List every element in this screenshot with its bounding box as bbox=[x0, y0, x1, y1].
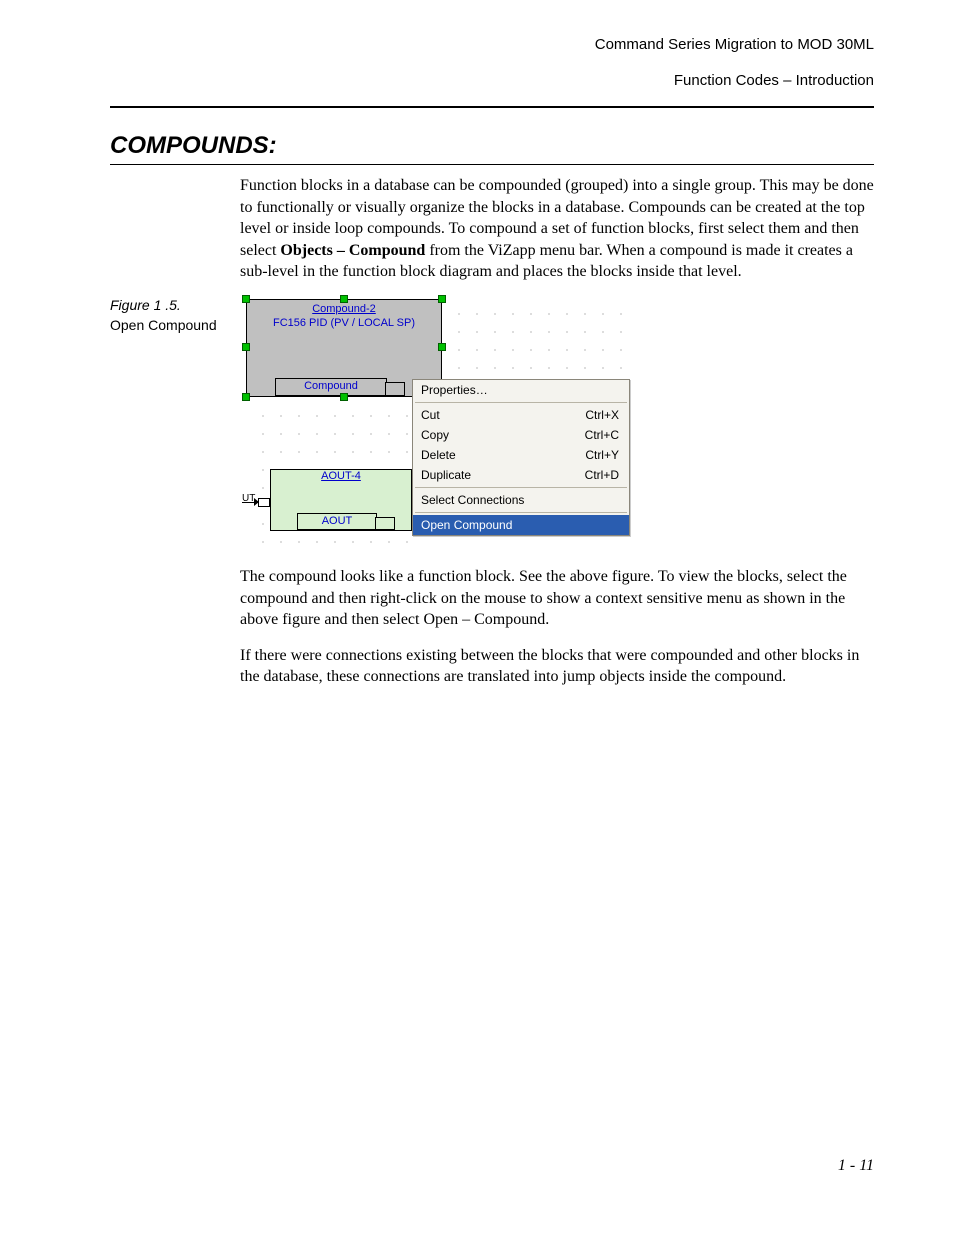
selection-handle[interactable] bbox=[242, 393, 250, 401]
paragraph-3: If there were connections existing betwe… bbox=[240, 645, 874, 688]
context-menu-item-shortcut: Ctrl+Y bbox=[585, 448, 619, 462]
context-menu-item[interactable]: Select Connections bbox=[413, 490, 629, 510]
compound-footer-tab bbox=[385, 382, 405, 396]
context-menu-item-shortcut: Ctrl+C bbox=[585, 428, 619, 442]
canvas-dots bbox=[450, 305, 630, 377]
aout-footer: AOUT bbox=[297, 513, 377, 530]
header-line2: Function Codes – Introduction bbox=[110, 66, 874, 96]
context-menu-item[interactable]: Cut Ctrl+X bbox=[413, 405, 629, 425]
context-menu-item-label: Cut bbox=[421, 408, 440, 422]
context-menu-item-label: Select Connections bbox=[421, 493, 524, 507]
context-menu-item[interactable]: Copy Ctrl+C bbox=[413, 425, 629, 445]
context-menu-separator bbox=[415, 512, 627, 513]
header-rule bbox=[110, 106, 874, 108]
context-menu-item-shortcut: Ctrl+D bbox=[585, 468, 619, 482]
selection-handle[interactable] bbox=[242, 343, 250, 351]
context-menu-separator bbox=[415, 487, 627, 488]
selection-handle[interactable] bbox=[340, 295, 348, 303]
figure-row: Figure 1 .5. Open Compound Compound-2 FC… bbox=[110, 297, 874, 552]
context-menu-item[interactable]: Open Compound bbox=[413, 515, 629, 535]
context-menu-item[interactable]: Properties… bbox=[413, 380, 629, 400]
compound-footer: Compound bbox=[275, 378, 387, 396]
context-menu-item[interactable]: Delete Ctrl+Y bbox=[413, 445, 629, 465]
compound-title: Compound-2 bbox=[247, 303, 441, 315]
figure-number: Figure 1 .5. bbox=[110, 297, 240, 313]
paragraph-1: Function blocks in a database can be com… bbox=[240, 175, 874, 283]
context-menu: Properties… Cut Ctrl+X Copy Ctrl+C Delete Ctrl… bbox=[412, 379, 630, 536]
aout-footer-tab bbox=[375, 517, 395, 530]
context-menu-item-label: Copy bbox=[421, 428, 449, 442]
figure-mockup: Compound-2 FC156 PID (PV / LOCAL SP) Com… bbox=[240, 297, 630, 552]
selection-handle[interactable] bbox=[438, 295, 446, 303]
aout-title: AOUT-4 bbox=[271, 470, 411, 482]
selection-handle[interactable] bbox=[340, 393, 348, 401]
selection-handle[interactable] bbox=[438, 343, 446, 351]
section-title: COMPOUNDS: bbox=[110, 132, 874, 165]
context-menu-item-label: Properties… bbox=[421, 383, 488, 397]
context-menu-separator bbox=[415, 402, 627, 403]
context-menu-item-label: Duplicate bbox=[421, 468, 471, 482]
paragraph-2: The compound looks like a function block… bbox=[240, 566, 874, 631]
context-menu-item-label: Delete bbox=[421, 448, 456, 462]
context-menu-item[interactable]: Duplicate Ctrl+D bbox=[413, 465, 629, 485]
selection-handle[interactable] bbox=[242, 295, 250, 303]
header-line1: Command Series Migration to MOD 30ML bbox=[110, 30, 874, 60]
context-menu-item-label: Open Compound bbox=[421, 518, 512, 532]
figure-caption: Open Compound bbox=[110, 317, 240, 333]
page-number: 1 - 11 bbox=[838, 1157, 874, 1175]
ut-port[interactable] bbox=[258, 498, 270, 507]
aout-block[interactable]: AOUT-4 AOUT bbox=[270, 469, 412, 531]
para1-bold: Objects – Compound bbox=[280, 242, 425, 259]
context-menu-item-shortcut: Ctrl+X bbox=[585, 408, 619, 422]
compound-subtitle: FC156 PID (PV / LOCAL SP) bbox=[247, 317, 441, 329]
